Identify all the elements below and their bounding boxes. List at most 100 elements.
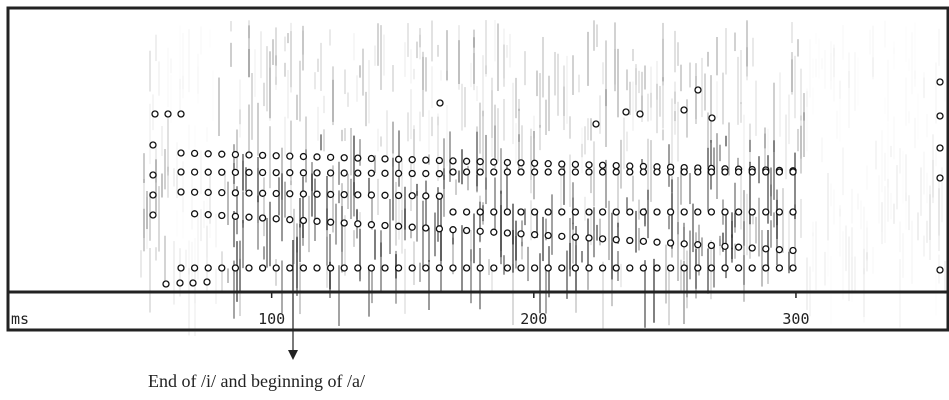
energy-stripe — [446, 70, 448, 82]
energy-stripe — [431, 20, 433, 62]
formant-dot — [149, 141, 157, 149]
energy-stripe — [815, 59, 817, 78]
energy-stripe — [353, 182, 355, 217]
energy-stripe — [890, 145, 892, 158]
energy-stripe — [746, 20, 748, 67]
formant-dot — [544, 264, 552, 272]
formant-dot — [936, 112, 944, 120]
energy-stripe — [347, 92, 349, 107]
energy-stripe — [266, 46, 268, 112]
energy-stripe — [239, 109, 241, 125]
energy-stripe — [743, 190, 745, 246]
formant-dot — [598, 208, 607, 216]
formant-dot — [571, 233, 580, 241]
formant-dot — [789, 246, 797, 255]
formant-dot — [258, 214, 267, 222]
energy-stripe — [173, 241, 175, 305]
formant-dot — [734, 208, 743, 216]
formant-dot — [490, 228, 498, 236]
energy-stripe — [404, 186, 406, 230]
energy-stripe — [479, 201, 481, 243]
energy-stripe — [776, 189, 778, 226]
energy-stripe — [158, 186, 160, 252]
energy-stripe — [770, 167, 772, 216]
formant-dot — [666, 168, 675, 176]
formant-dot — [748, 208, 756, 216]
energy-stripe — [254, 49, 256, 97]
energy-stripe — [212, 71, 214, 121]
formant-dot — [286, 169, 294, 177]
annotation-text: End of /i/ and beginning of /a/ — [148, 371, 365, 391]
formant-dot — [326, 190, 335, 199]
formant-dot — [462, 168, 471, 176]
energy-stripe — [899, 148, 901, 174]
energy-stripe — [275, 55, 277, 85]
energy-stripe — [410, 89, 412, 140]
formant-dot — [476, 208, 484, 216]
energy-stripe — [287, 70, 289, 119]
energy-stripe — [374, 45, 376, 66]
energy-stripe — [860, 201, 862, 230]
energy-stripe — [503, 98, 505, 141]
energy-stripe — [830, 256, 832, 324]
energy-stripe — [491, 77, 493, 138]
energy-stripe — [269, 67, 271, 121]
energy-stripe — [461, 149, 463, 185]
formant-dot — [231, 212, 240, 220]
energy-stripe — [272, 39, 274, 65]
formant-dot — [585, 161, 593, 169]
energy-stripe — [416, 183, 418, 196]
energy-stripe — [287, 33, 289, 44]
energy-stripe — [392, 121, 394, 154]
energy-stripe — [407, 112, 409, 142]
energy-stripe — [758, 156, 760, 184]
energy-stripe — [725, 28, 727, 75]
formant-dot — [286, 190, 294, 198]
energy-stripe — [179, 25, 181, 89]
energy-stripe — [824, 50, 826, 89]
energy-stripe — [911, 32, 913, 94]
energy-stripe — [269, 201, 271, 267]
energy-stripe — [551, 194, 553, 255]
energy-stripe — [200, 150, 202, 195]
energy-stripe — [638, 199, 640, 220]
energy-stripe — [320, 134, 322, 151]
formant-dot — [585, 168, 593, 176]
formant-dot — [340, 219, 348, 227]
energy-stripe — [740, 174, 742, 230]
energy-stripe — [911, 221, 913, 284]
energy-stripe — [233, 144, 235, 184]
energy-stripe — [722, 232, 724, 252]
energy-stripe — [332, 79, 334, 122]
energy-stripe — [839, 205, 841, 216]
energy-stripe — [230, 42, 232, 67]
formant-dot — [218, 264, 226, 272]
energy-stripe — [752, 213, 754, 225]
energy-stripe — [293, 208, 295, 265]
energy-stripe — [350, 127, 352, 176]
formant-dot — [775, 208, 784, 216]
formant-dot — [721, 264, 729, 272]
energy-stripe — [812, 88, 814, 115]
energy-stripe — [680, 168, 682, 205]
formant-dot — [636, 110, 644, 118]
energy-stripe — [668, 215, 670, 230]
energy-stripe — [263, 82, 265, 107]
energy-stripe — [776, 211, 778, 239]
energy-stripe — [938, 188, 940, 252]
energy-stripe — [314, 178, 316, 241]
formant-dot — [734, 264, 743, 272]
energy-stripe — [437, 116, 439, 182]
tick-label: 300 — [782, 310, 809, 328]
energy-stripe — [875, 140, 877, 170]
energy-stripe — [569, 154, 571, 207]
formant-dot — [626, 264, 634, 272]
formant-dot — [449, 226, 457, 234]
energy-stripe — [590, 210, 592, 246]
energy-stripe — [596, 24, 598, 47]
energy-stripe — [659, 85, 661, 117]
energy-stripe — [908, 58, 910, 71]
energy-stripe — [458, 25, 460, 90]
energy-stripe — [485, 177, 487, 190]
formant-dot — [177, 188, 185, 196]
